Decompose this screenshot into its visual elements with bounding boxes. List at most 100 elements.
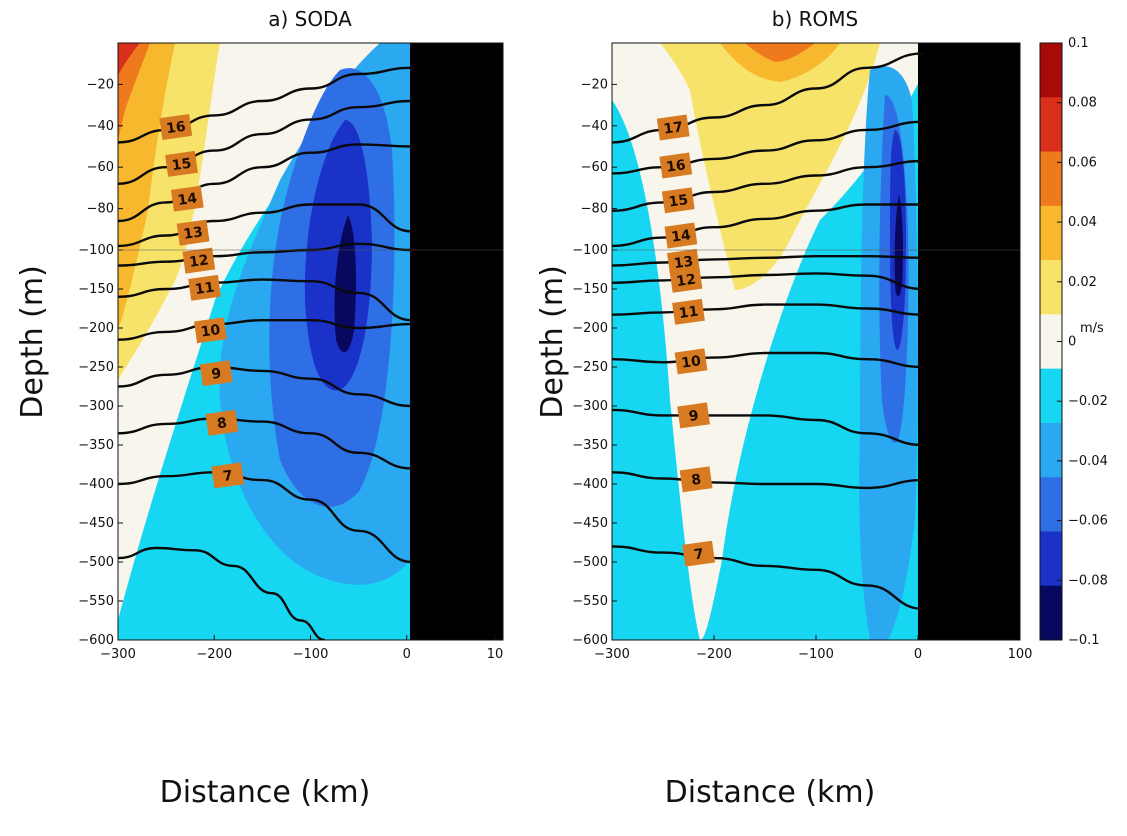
isotherm-label: 11 (188, 274, 221, 301)
colorbar-tick-label: 0.04 (1068, 215, 1097, 230)
panel-b-xlabel: Distance (km) (665, 775, 876, 810)
y-tick-label: −350 (572, 438, 608, 453)
y-tick-label: −100 (78, 243, 114, 258)
isotherm-line (118, 365, 412, 408)
isotherm-line (118, 203, 412, 248)
isotherm-label: 12 (669, 266, 703, 293)
colorbar-band (1040, 314, 1062, 370)
colorbar-ticks: 0.1 0.08 0.06 0.04 0.02 0 −0.02 −0.04 −0.06 −0.08… (1057, 36, 1108, 648)
colorbar-band (1040, 585, 1062, 641)
panel-a-field: 16 15 14 13 12 11 10 9 8 7 (118, 43, 503, 640)
colorbar-bands (1040, 43, 1062, 641)
isotherm-label: 15 (165, 150, 198, 177)
isotherm-label: 16 (159, 114, 193, 140)
isotherm-line (118, 546, 326, 640)
x-tick-label: −100 (293, 647, 329, 662)
isotherm-line (612, 351, 924, 369)
colorbar-tick-label: 0 (1068, 335, 1076, 350)
isotherm-line (118, 278, 412, 322)
isotherm-label: 8 (205, 409, 239, 436)
colorbar-tick-label: 0.08 (1068, 96, 1097, 111)
colorbar-band (1040, 97, 1062, 153)
y-tick-label: −400 (78, 477, 114, 492)
isotherm-label: 14 (170, 185, 204, 212)
isotherm-label-box (679, 466, 713, 493)
y-tick-label: −40 (87, 119, 114, 134)
isotherm-label-text: 13 (182, 224, 204, 243)
y-tick-label: −150 (78, 282, 114, 297)
isotherm-label: 9 (199, 360, 233, 387)
panel-a-ylabel: Depth (m) (15, 265, 50, 419)
panel-a-ticks: −20 −40 −60 −80 −100 −150 −200 −250 −300 −350 −400… (78, 77, 503, 662)
isotherm-label-box (682, 540, 716, 567)
colorbar-tick-label: −0.06 (1068, 514, 1108, 529)
isotherm-line (118, 417, 412, 470)
colorbar-band (1040, 205, 1062, 261)
isotherm-line (118, 471, 412, 564)
panel-b-title: b) ROMS (772, 7, 858, 31)
colorbar-band (1040, 151, 1062, 207)
isotherm-label: 16 (659, 152, 693, 179)
isotherm-line (118, 318, 412, 341)
isotherm-label-box (674, 348, 708, 375)
y-tick-label: −200 (78, 321, 114, 336)
isotherm-label-box (205, 409, 239, 436)
isotherm-label-text: 11 (194, 280, 216, 299)
isotherm-label-box (170, 185, 204, 212)
x-tick-label: −300 (594, 647, 630, 662)
isotherm-label: 10 (674, 348, 708, 375)
y-tick-label: −150 (572, 282, 608, 297)
isotherm-label-text: 7 (222, 468, 234, 485)
colorbar-tick-label: −0.04 (1068, 454, 1108, 469)
colorbar-tick-label: −0.1 (1068, 633, 1100, 648)
panel-a-soda: a) SODA 16 15 14 13 12 11 10 9 8 7 −20 −40 −60 −80 −1… (15, 7, 504, 810)
isotherm-line (612, 159, 924, 212)
isotherm-label-text: 10 (680, 353, 702, 372)
colorbar: 0.1 0.08 0.06 0.04 0.02 0 −0.02 −0.04 −0.06 −0.08… (1039, 36, 1108, 648)
y-tick-label: −300 (78, 399, 114, 414)
isotherm-label: 12 (182, 247, 216, 274)
x-tick-label: −100 (798, 647, 834, 662)
isotherm-line (612, 303, 924, 316)
colorbar-band (1040, 531, 1062, 587)
isotherm-label: 17 (656, 114, 690, 141)
panel-a-land-mask (410, 43, 503, 640)
isotherm-label-text: 15 (668, 192, 690, 211)
y-tick-label: −350 (78, 438, 114, 453)
panel-b-ylabel: Depth (m) (535, 265, 570, 419)
y-tick-label: −300 (572, 399, 608, 414)
isotherm-label-box (211, 462, 245, 489)
isotherm-line (612, 471, 924, 490)
isotherm-line (118, 99, 412, 185)
isotherm-label-text: 10 (200, 322, 222, 341)
y-tick-label: −80 (87, 202, 114, 217)
y-tick-label: −100 (572, 243, 608, 258)
colorbar-band (1040, 422, 1062, 478)
isotherm-label-text: 7 (693, 546, 705, 563)
isotherm-label: 15 (661, 187, 695, 214)
isotherm-label-box (659, 152, 693, 179)
isotherm-line (612, 545, 924, 610)
isotherm-label-text: 14 (177, 190, 199, 209)
panel-b-core-region (894, 195, 903, 297)
y-tick-label: −200 (572, 321, 608, 336)
isotherm-label-text: 11 (678, 304, 700, 323)
colorbar-band (1040, 43, 1062, 98)
colorbar-band (1040, 368, 1062, 424)
isotherm-label-text: 16 (165, 119, 187, 138)
isotherm-label: 14 (664, 222, 698, 249)
y-tick-label: −80 (581, 202, 608, 217)
isotherm-label-text: 12 (675, 272, 697, 291)
colorbar-tick-label: 0.1 (1068, 36, 1089, 51)
y-tick-label: −400 (572, 477, 608, 492)
isotherm-label-box (182, 247, 216, 274)
colorbar-tick-label: 0.02 (1068, 275, 1097, 290)
isotherm-label-text: 14 (670, 227, 692, 246)
isotherm-label-box (188, 274, 221, 301)
panel-b-orange-region (720, 43, 840, 82)
isotherm-label-text: 12 (188, 252, 210, 271)
isotherm-label-box (664, 222, 698, 249)
isotherm-label-box (677, 402, 710, 429)
colorbar-tick-label: −0.08 (1068, 573, 1108, 588)
